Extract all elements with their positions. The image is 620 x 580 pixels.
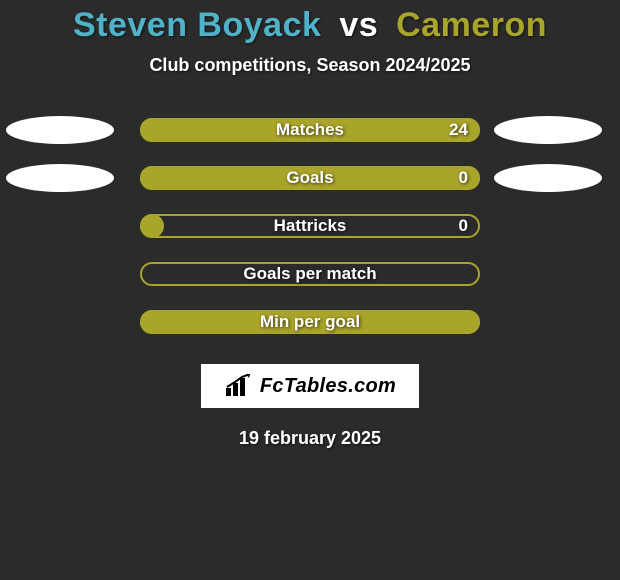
date: 19 february 2025 [0, 428, 620, 449]
vs-label: vs [339, 6, 378, 44]
comparison-row: Min per goal [0, 310, 620, 334]
bar-fill [140, 214, 164, 238]
comparison-row: Goals0 [0, 166, 620, 190]
right-ellipse [494, 116, 602, 144]
bar-fill [140, 310, 480, 334]
player2-name: Cameron [396, 6, 547, 44]
right-ellipse [494, 164, 602, 192]
comparison-rows: Matches24 Goals0 Hattricks0 Goals per match… [0, 118, 620, 334]
player1-name: Steven Boyack [73, 6, 321, 44]
comparison-row: Matches24 [0, 118, 620, 142]
infographic-root: Steven Boyack vs Cameron Club competitio… [0, 0, 620, 580]
bar-wrap: Goals per match [140, 262, 480, 286]
bar-track [140, 214, 480, 238]
left-ellipse [6, 116, 114, 144]
left-ellipse [6, 164, 114, 192]
comparison-row: Hattricks0 [0, 214, 620, 238]
title: Steven Boyack vs Cameron [0, 6, 620, 45]
bar-wrap: Goals0 [140, 166, 480, 190]
bars-icon [224, 374, 254, 398]
bar-fill [140, 166, 480, 190]
comparison-row: Goals per match [0, 262, 620, 286]
subtitle: Club competitions, Season 2024/2025 [0, 55, 620, 76]
bar-wrap: Matches24 [140, 118, 480, 142]
bar-track [140, 262, 480, 286]
brand-text: FcTables.com [260, 375, 396, 398]
brand-box: FcTables.com [201, 364, 419, 408]
bar-wrap: Hattricks0 [140, 214, 480, 238]
bar-wrap: Min per goal [140, 310, 480, 334]
bar-fill [140, 118, 480, 142]
